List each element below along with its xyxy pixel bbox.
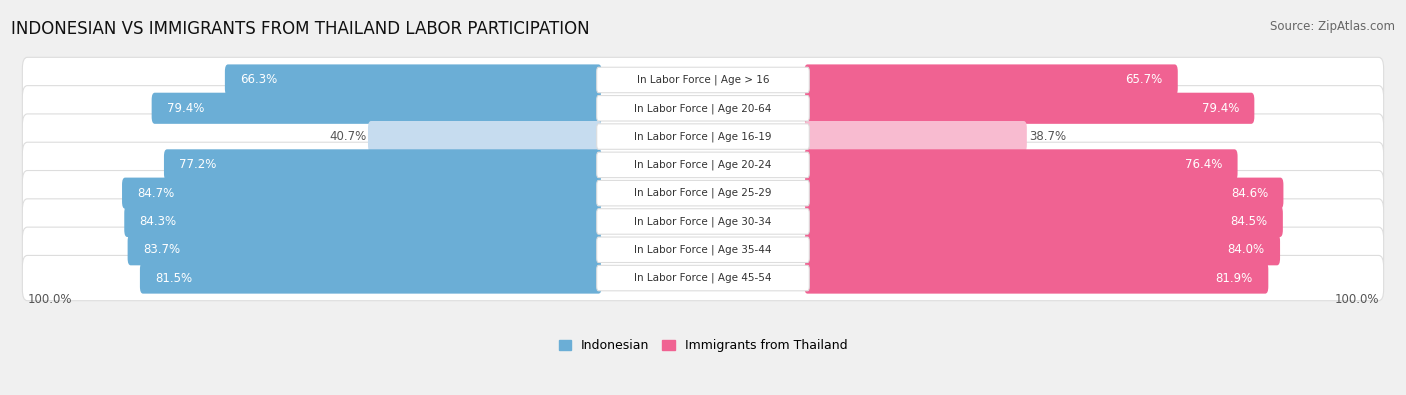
FancyBboxPatch shape: [152, 93, 602, 124]
FancyBboxPatch shape: [22, 86, 1384, 131]
Text: 84.3%: 84.3%: [139, 215, 177, 228]
Text: In Labor Force | Age 35-44: In Labor Force | Age 35-44: [634, 245, 772, 255]
Text: In Labor Force | Age 16-19: In Labor Force | Age 16-19: [634, 131, 772, 142]
FancyBboxPatch shape: [141, 263, 602, 293]
FancyBboxPatch shape: [596, 209, 810, 234]
FancyBboxPatch shape: [122, 178, 602, 209]
FancyBboxPatch shape: [596, 96, 810, 121]
Text: 100.0%: 100.0%: [1334, 293, 1379, 306]
FancyBboxPatch shape: [804, 93, 1254, 124]
Text: 83.7%: 83.7%: [143, 243, 180, 256]
FancyBboxPatch shape: [165, 149, 602, 181]
FancyBboxPatch shape: [22, 227, 1384, 273]
FancyBboxPatch shape: [22, 171, 1384, 216]
FancyBboxPatch shape: [596, 152, 810, 178]
FancyBboxPatch shape: [22, 114, 1384, 159]
Text: 65.7%: 65.7%: [1125, 73, 1163, 87]
FancyBboxPatch shape: [804, 121, 1026, 152]
Text: In Labor Force | Age 20-64: In Labor Force | Age 20-64: [634, 103, 772, 113]
FancyBboxPatch shape: [22, 199, 1384, 244]
FancyBboxPatch shape: [225, 64, 602, 96]
Text: 100.0%: 100.0%: [27, 293, 72, 306]
Text: In Labor Force | Age 30-34: In Labor Force | Age 30-34: [634, 216, 772, 227]
Text: 66.3%: 66.3%: [240, 73, 277, 87]
Text: In Labor Force | Age 20-24: In Labor Force | Age 20-24: [634, 160, 772, 170]
FancyBboxPatch shape: [596, 67, 810, 93]
Legend: Indonesian, Immigrants from Thailand: Indonesian, Immigrants from Thailand: [558, 339, 848, 352]
Text: In Labor Force | Age > 16: In Labor Force | Age > 16: [637, 75, 769, 85]
FancyBboxPatch shape: [596, 124, 810, 149]
Text: In Labor Force | Age 25-29: In Labor Force | Age 25-29: [634, 188, 772, 198]
FancyBboxPatch shape: [128, 234, 602, 265]
Text: 38.7%: 38.7%: [1029, 130, 1066, 143]
FancyBboxPatch shape: [124, 206, 602, 237]
FancyBboxPatch shape: [22, 256, 1384, 301]
FancyBboxPatch shape: [596, 237, 810, 263]
Text: 40.7%: 40.7%: [329, 130, 366, 143]
Text: 84.7%: 84.7%: [138, 187, 174, 199]
Text: 77.2%: 77.2%: [180, 158, 217, 171]
FancyBboxPatch shape: [804, 178, 1284, 209]
Text: 84.5%: 84.5%: [1230, 215, 1267, 228]
Text: Source: ZipAtlas.com: Source: ZipAtlas.com: [1270, 20, 1395, 33]
Text: 76.4%: 76.4%: [1185, 158, 1222, 171]
FancyBboxPatch shape: [596, 181, 810, 206]
Text: 79.4%: 79.4%: [1202, 102, 1239, 115]
Text: 84.6%: 84.6%: [1230, 187, 1268, 199]
FancyBboxPatch shape: [22, 57, 1384, 103]
Text: INDONESIAN VS IMMIGRANTS FROM THAILAND LABOR PARTICIPATION: INDONESIAN VS IMMIGRANTS FROM THAILAND L…: [11, 20, 591, 38]
FancyBboxPatch shape: [804, 64, 1178, 96]
Text: 81.5%: 81.5%: [155, 272, 193, 284]
Text: In Labor Force | Age 45-54: In Labor Force | Age 45-54: [634, 273, 772, 283]
FancyBboxPatch shape: [22, 142, 1384, 188]
FancyBboxPatch shape: [368, 121, 602, 152]
FancyBboxPatch shape: [804, 206, 1282, 237]
Text: 81.9%: 81.9%: [1216, 272, 1253, 284]
FancyBboxPatch shape: [804, 263, 1268, 293]
Text: 84.0%: 84.0%: [1227, 243, 1265, 256]
FancyBboxPatch shape: [804, 234, 1279, 265]
FancyBboxPatch shape: [596, 265, 810, 291]
Text: 79.4%: 79.4%: [167, 102, 204, 115]
FancyBboxPatch shape: [804, 149, 1237, 181]
